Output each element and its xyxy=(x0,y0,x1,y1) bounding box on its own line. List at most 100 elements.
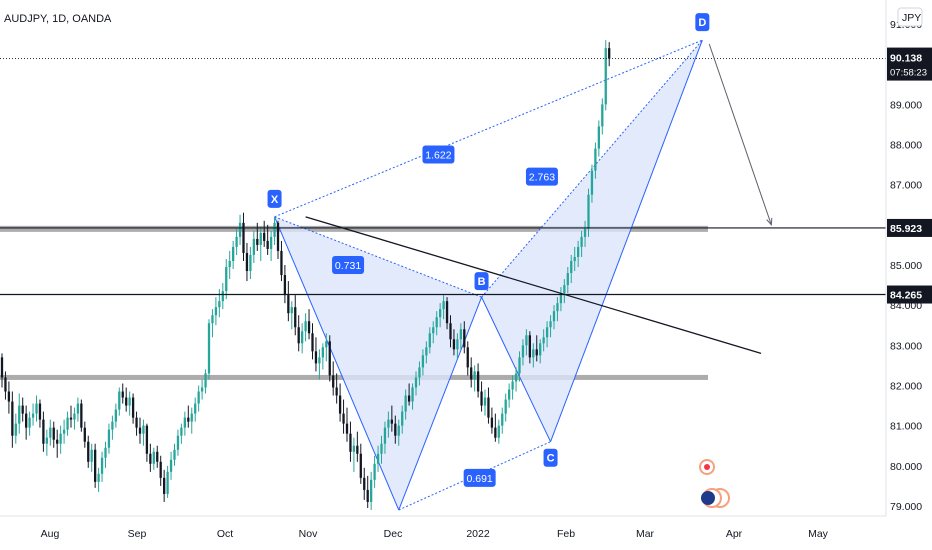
candle-body[interactable] xyxy=(314,351,318,364)
candle-body[interactable] xyxy=(404,395,407,412)
candle-body[interactable] xyxy=(370,479,373,502)
candle-body[interactable] xyxy=(31,413,35,418)
candle-body[interactable] xyxy=(228,260,231,268)
candle-body[interactable] xyxy=(580,236,583,247)
candle-body[interactable] xyxy=(111,421,114,430)
point-x-badge[interactable] xyxy=(267,189,282,208)
candle-body[interactable] xyxy=(152,451,155,464)
candle-body[interactable] xyxy=(187,417,190,422)
candle-body[interactable] xyxy=(280,250,283,276)
candle-body[interactable] xyxy=(211,315,214,324)
candle-body[interactable] xyxy=(566,273,569,286)
candle-body[interactable] xyxy=(552,311,556,322)
candle-body[interactable] xyxy=(445,301,449,324)
candle-body[interactable] xyxy=(376,453,380,464)
candle-body[interactable] xyxy=(573,256,576,261)
candle-body[interactable] xyxy=(452,339,456,350)
candle-body[interactable] xyxy=(218,301,221,308)
candle-body[interactable] xyxy=(249,254,252,272)
candle-body[interactable] xyxy=(387,419,390,428)
candle-body[interactable] xyxy=(263,232,266,241)
candle-body[interactable] xyxy=(421,355,425,368)
candle-body[interactable] xyxy=(459,329,462,340)
candle-body[interactable] xyxy=(180,427,183,436)
candle-body[interactable] xyxy=(449,323,452,340)
candle-body[interactable] xyxy=(156,451,159,462)
candle-body[interactable] xyxy=(28,417,31,428)
candle-body[interactable] xyxy=(604,48,607,105)
candle-body[interactable] xyxy=(145,425,149,454)
candle-body[interactable] xyxy=(432,327,435,334)
candle-body[interactable] xyxy=(200,387,204,392)
time-axis[interactable]: Aug Sep Oct Nov Dec 2022 Feb Mar Apr May xyxy=(0,515,886,540)
point-c-badge[interactable] xyxy=(543,448,558,467)
candle-body[interactable] xyxy=(294,307,297,328)
candle-body[interactable] xyxy=(418,367,421,378)
candle-body[interactable] xyxy=(549,321,552,328)
candle-body[interactable] xyxy=(173,449,176,460)
candle-body[interactable] xyxy=(559,293,563,304)
candle-body[interactable] xyxy=(407,395,411,402)
candle-body[interactable] xyxy=(383,427,387,444)
candle-body[interactable] xyxy=(7,391,11,402)
candle-body[interactable] xyxy=(42,419,45,444)
candle-body[interactable] xyxy=(356,445,359,454)
candle-body[interactable] xyxy=(138,427,142,434)
candle-body[interactable] xyxy=(18,405,21,424)
candle-body[interactable] xyxy=(266,240,269,249)
candle-body[interactable] xyxy=(4,377,7,392)
candle-body[interactable] xyxy=(490,417,494,428)
candle-body[interactable] xyxy=(121,391,124,398)
candle-body[interactable] xyxy=(359,453,362,478)
candle-body[interactable] xyxy=(590,170,594,195)
ratio-badge[interactable] xyxy=(422,145,455,164)
candle-body[interactable] xyxy=(256,238,259,245)
candle-body[interactable] xyxy=(107,429,111,448)
candle-body[interactable] xyxy=(414,377,418,388)
candle-body[interactable] xyxy=(601,104,604,127)
candle-body[interactable] xyxy=(21,405,24,414)
candle-body[interactable] xyxy=(442,301,445,310)
candle-body[interactable] xyxy=(394,423,397,436)
candle-body[interactable] xyxy=(11,401,14,436)
candle-body[interactable] xyxy=(456,339,459,350)
candle-body[interactable] xyxy=(597,126,600,149)
price-axis[interactable]: 79.00080.00081.00082.00083.00084.00085.0… xyxy=(885,0,932,516)
candle-body[interactable] xyxy=(328,341,331,376)
candle-body[interactable] xyxy=(149,453,152,464)
candle-body[interactable] xyxy=(325,341,328,348)
candle-body[interactable] xyxy=(97,473,100,482)
candle-body[interactable] xyxy=(59,433,62,444)
level-price-tag[interactable] xyxy=(887,218,932,237)
resistance-zone[interactable] xyxy=(0,225,708,232)
candle-body[interactable] xyxy=(163,477,166,494)
candle-body[interactable] xyxy=(532,349,535,358)
candle-body[interactable] xyxy=(508,389,511,400)
candle-body[interactable] xyxy=(94,449,97,482)
candle-body[interactable] xyxy=(14,423,17,436)
candle-body[interactable] xyxy=(66,417,69,430)
candle-body[interactable] xyxy=(114,409,117,422)
candle-body[interactable] xyxy=(366,489,369,502)
candle-body[interactable] xyxy=(542,337,545,344)
current-price-tag[interactable] xyxy=(887,47,932,81)
candle-body[interactable] xyxy=(504,399,507,414)
candle-body[interactable] xyxy=(473,371,476,380)
candle-body[interactable] xyxy=(501,413,504,426)
candle-body[interactable] xyxy=(563,285,566,294)
candle-body[interactable] xyxy=(62,429,66,434)
candle-body[interactable] xyxy=(497,425,500,438)
candle-body[interactable] xyxy=(487,397,490,418)
candle-body[interactable] xyxy=(169,459,173,472)
candle-body[interactable] xyxy=(197,391,200,404)
candle-body[interactable] xyxy=(35,403,38,414)
candle-body[interactable] xyxy=(128,397,131,406)
candle-body[interactable] xyxy=(245,252,249,272)
candle-body[interactable] xyxy=(290,307,293,314)
candle-body[interactable] xyxy=(463,329,466,348)
candle-body[interactable] xyxy=(518,357,521,374)
candle-body[interactable] xyxy=(390,419,393,424)
candle-body[interactable] xyxy=(483,397,487,406)
candle-body[interactable] xyxy=(87,441,90,462)
candle-body[interactable] xyxy=(397,425,400,436)
